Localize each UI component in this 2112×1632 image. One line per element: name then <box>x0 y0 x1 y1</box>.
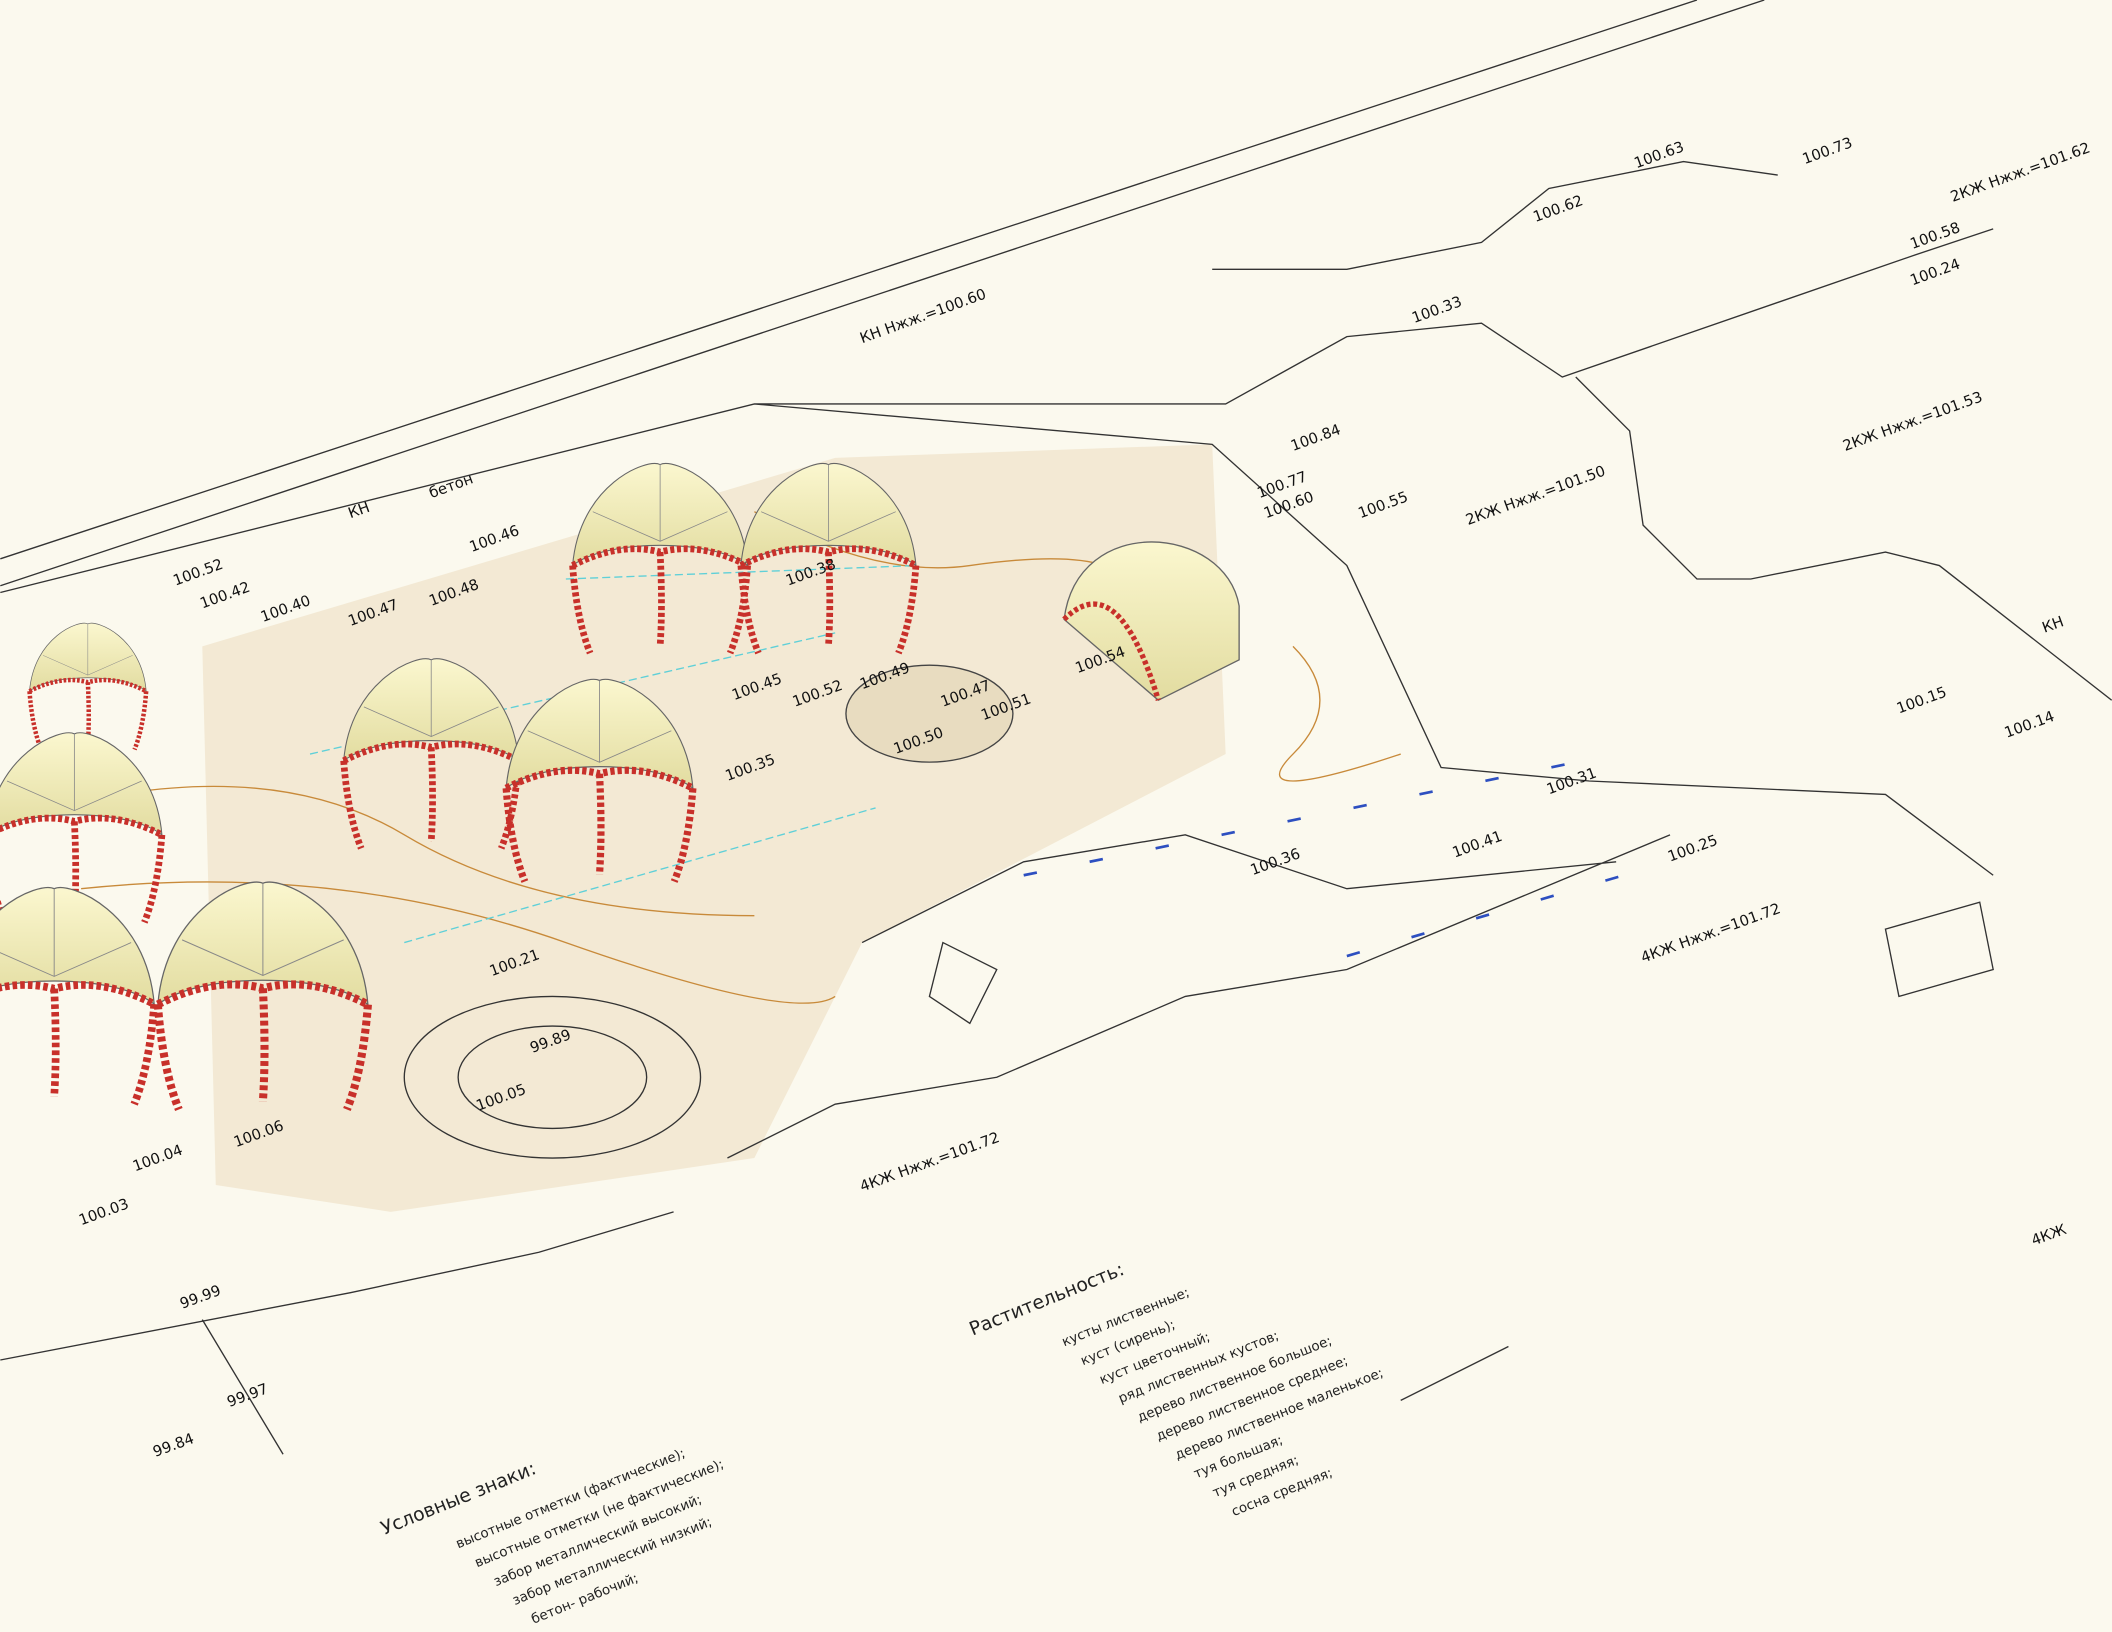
elevation-label: 99.99 <box>178 1282 224 1312</box>
building-label: КН <box>346 499 372 522</box>
elevation-label: 100.04 <box>131 1142 185 1176</box>
building-label: КН <box>2040 613 2066 636</box>
building-label: 4КЖ Нжж.=101.72 <box>1639 900 1783 966</box>
elevation-label: 100.42 <box>198 579 252 613</box>
elevation-label: 99.97 <box>225 1380 271 1410</box>
elevation-label: 100.15 <box>1894 684 1948 718</box>
stairs <box>928 901 1994 1401</box>
elevation-label: 100.84 <box>1289 421 1343 455</box>
tent <box>29 623 146 749</box>
elevation-label: 100.33 <box>1410 293 1464 327</box>
plaza-inner <box>457 1025 648 1130</box>
tent <box>0 888 154 1105</box>
boundary <box>0 0 1765 587</box>
elevation-label: 99.84 <box>151 1430 197 1460</box>
building-label: 4КЖ Нжж.=101.72 <box>858 1129 1002 1195</box>
elevation-label: 100.73 <box>1800 134 1854 168</box>
elevation-label: 100.46 <box>467 522 521 556</box>
curbs <box>0 160 2112 1455</box>
elevation-label: 100.52 <box>171 556 225 590</box>
circle-bed <box>845 664 1014 763</box>
site-plan <box>0 0 2112 1455</box>
plaza <box>403 995 702 1159</box>
building-label: 2КЖ Нжж.=101.62 <box>1948 139 2092 205</box>
building-label: 4КЖ <box>2029 1221 2069 1249</box>
building-label: 2КЖ Нжж.=101.53 <box>1841 389 1985 455</box>
elevation-label: 100.31 <box>1544 765 1598 799</box>
elevation-label: 100.55 <box>1356 488 1410 522</box>
elevation-label: 100.24 <box>1908 256 1962 290</box>
elevation-label: 100.14 <box>2002 708 2056 742</box>
building-label: бетон <box>427 470 476 502</box>
arch <box>1063 541 1240 702</box>
building-label: 2КЖ Нжж.=101.50 <box>1464 463 1608 529</box>
elevation-label: 100.36 <box>1248 845 1302 879</box>
elevation-label: 100.62 <box>1531 192 1585 226</box>
contours <box>54 511 1401 1004</box>
elevation-label: 100.41 <box>1450 828 1504 862</box>
fence <box>1023 752 1671 958</box>
elevation-label: 100.03 <box>77 1195 131 1229</box>
elevation-label: 100.25 <box>1666 832 1720 866</box>
paving <box>202 444 1226 1212</box>
arch-frame <box>1062 601 1161 701</box>
